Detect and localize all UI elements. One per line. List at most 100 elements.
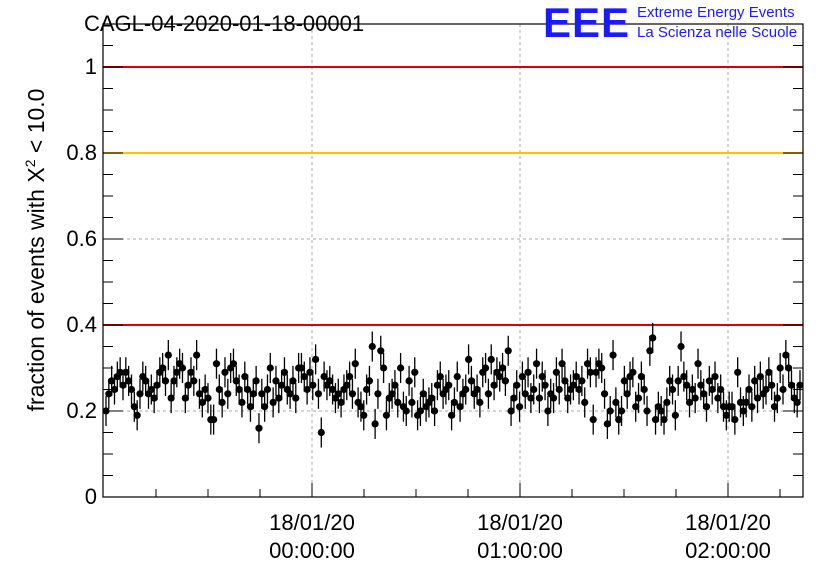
data-point (246, 403, 255, 411)
data-point (363, 385, 371, 394)
data-point (436, 373, 444, 381)
data-point (201, 385, 209, 394)
data-point (462, 385, 470, 394)
data-point (351, 360, 359, 368)
data-point (133, 411, 141, 419)
data-point (657, 407, 665, 415)
data-point (430, 407, 439, 415)
data-point (433, 381, 442, 389)
data-point (467, 377, 476, 385)
data-point (181, 394, 189, 402)
data-point (748, 403, 756, 411)
data-point (178, 364, 187, 372)
data-point (714, 394, 722, 402)
data-point (232, 377, 240, 385)
data-point (501, 377, 510, 385)
data-point (402, 407, 410, 415)
data-point (127, 385, 136, 394)
data-point (541, 381, 549, 389)
data-point (643, 407, 651, 415)
data-point (498, 364, 507, 372)
data-point (244, 385, 252, 394)
data-point (306, 368, 314, 376)
data-point (796, 381, 804, 389)
data-point (609, 351, 617, 359)
data-point (600, 390, 609, 398)
data-point (411, 368, 419, 376)
data-point (634, 394, 643, 402)
data-point (187, 368, 195, 376)
data-point (464, 355, 473, 363)
y-tick-label: 0.8 (66, 140, 97, 165)
data-point (150, 394, 158, 402)
data-point (629, 368, 637, 376)
data-point (680, 373, 688, 381)
data-point (685, 398, 694, 406)
data-point (130, 403, 138, 411)
data-point (745, 385, 753, 394)
data-point (762, 385, 770, 394)
data-point (773, 394, 781, 402)
data-point (218, 398, 226, 406)
data-point (292, 394, 300, 402)
data-point (717, 385, 725, 394)
data-point (445, 381, 453, 389)
data-point (252, 377, 260, 385)
data-point (255, 424, 263, 432)
data-point (651, 416, 660, 424)
data-point (649, 334, 657, 342)
data-point (280, 368, 289, 376)
data-point (663, 398, 671, 406)
data-point (300, 373, 308, 381)
data-point (238, 398, 246, 406)
data-point (617, 407, 626, 415)
data-point (269, 398, 277, 406)
data-point (346, 373, 354, 381)
data-point (380, 364, 388, 372)
data-point (513, 381, 521, 389)
data-points (102, 322, 804, 448)
axis-ticks (103, 23, 803, 498)
data-point (578, 377, 586, 385)
data-point (487, 355, 495, 363)
data-point (261, 403, 269, 411)
data-point (632, 403, 640, 411)
data-point (275, 394, 283, 402)
data-point (711, 373, 719, 381)
data-point (394, 398, 402, 406)
data-point (215, 385, 223, 394)
data-point (666, 377, 674, 385)
data-point (173, 368, 181, 376)
data-point (549, 394, 558, 402)
data-point (476, 398, 484, 406)
data-point (473, 385, 481, 394)
data-point (297, 364, 306, 372)
data-point (334, 390, 342, 398)
data-point (456, 403, 464, 411)
data-point (544, 407, 552, 415)
x-tick-label: 18/01/20 00:00:00 (269, 510, 355, 563)
eee-logo: EEE (543, 0, 631, 46)
data-point (377, 347, 385, 355)
data-point (235, 385, 243, 394)
reference-lines (103, 66, 803, 326)
data-point (360, 411, 368, 419)
data-point (504, 347, 512, 355)
data-point (224, 390, 232, 398)
data-point (581, 398, 589, 406)
data-point (136, 390, 144, 398)
y-tick-label: 1 (84, 54, 97, 79)
data-point (484, 390, 493, 398)
data-point (388, 390, 396, 398)
data-point (481, 364, 490, 372)
x-tick-label: 18/01/20 01:00:00 (477, 510, 563, 563)
data-point (374, 390, 382, 398)
data-point (674, 377, 682, 385)
y-tick-label: 0.2 (66, 398, 97, 423)
data-point (688, 385, 696, 394)
data-point (768, 381, 776, 389)
data-point (697, 381, 705, 389)
data-point (286, 390, 294, 398)
logo-line-2: La Scienza nelle Scuole (637, 24, 798, 41)
data-point (719, 403, 728, 411)
